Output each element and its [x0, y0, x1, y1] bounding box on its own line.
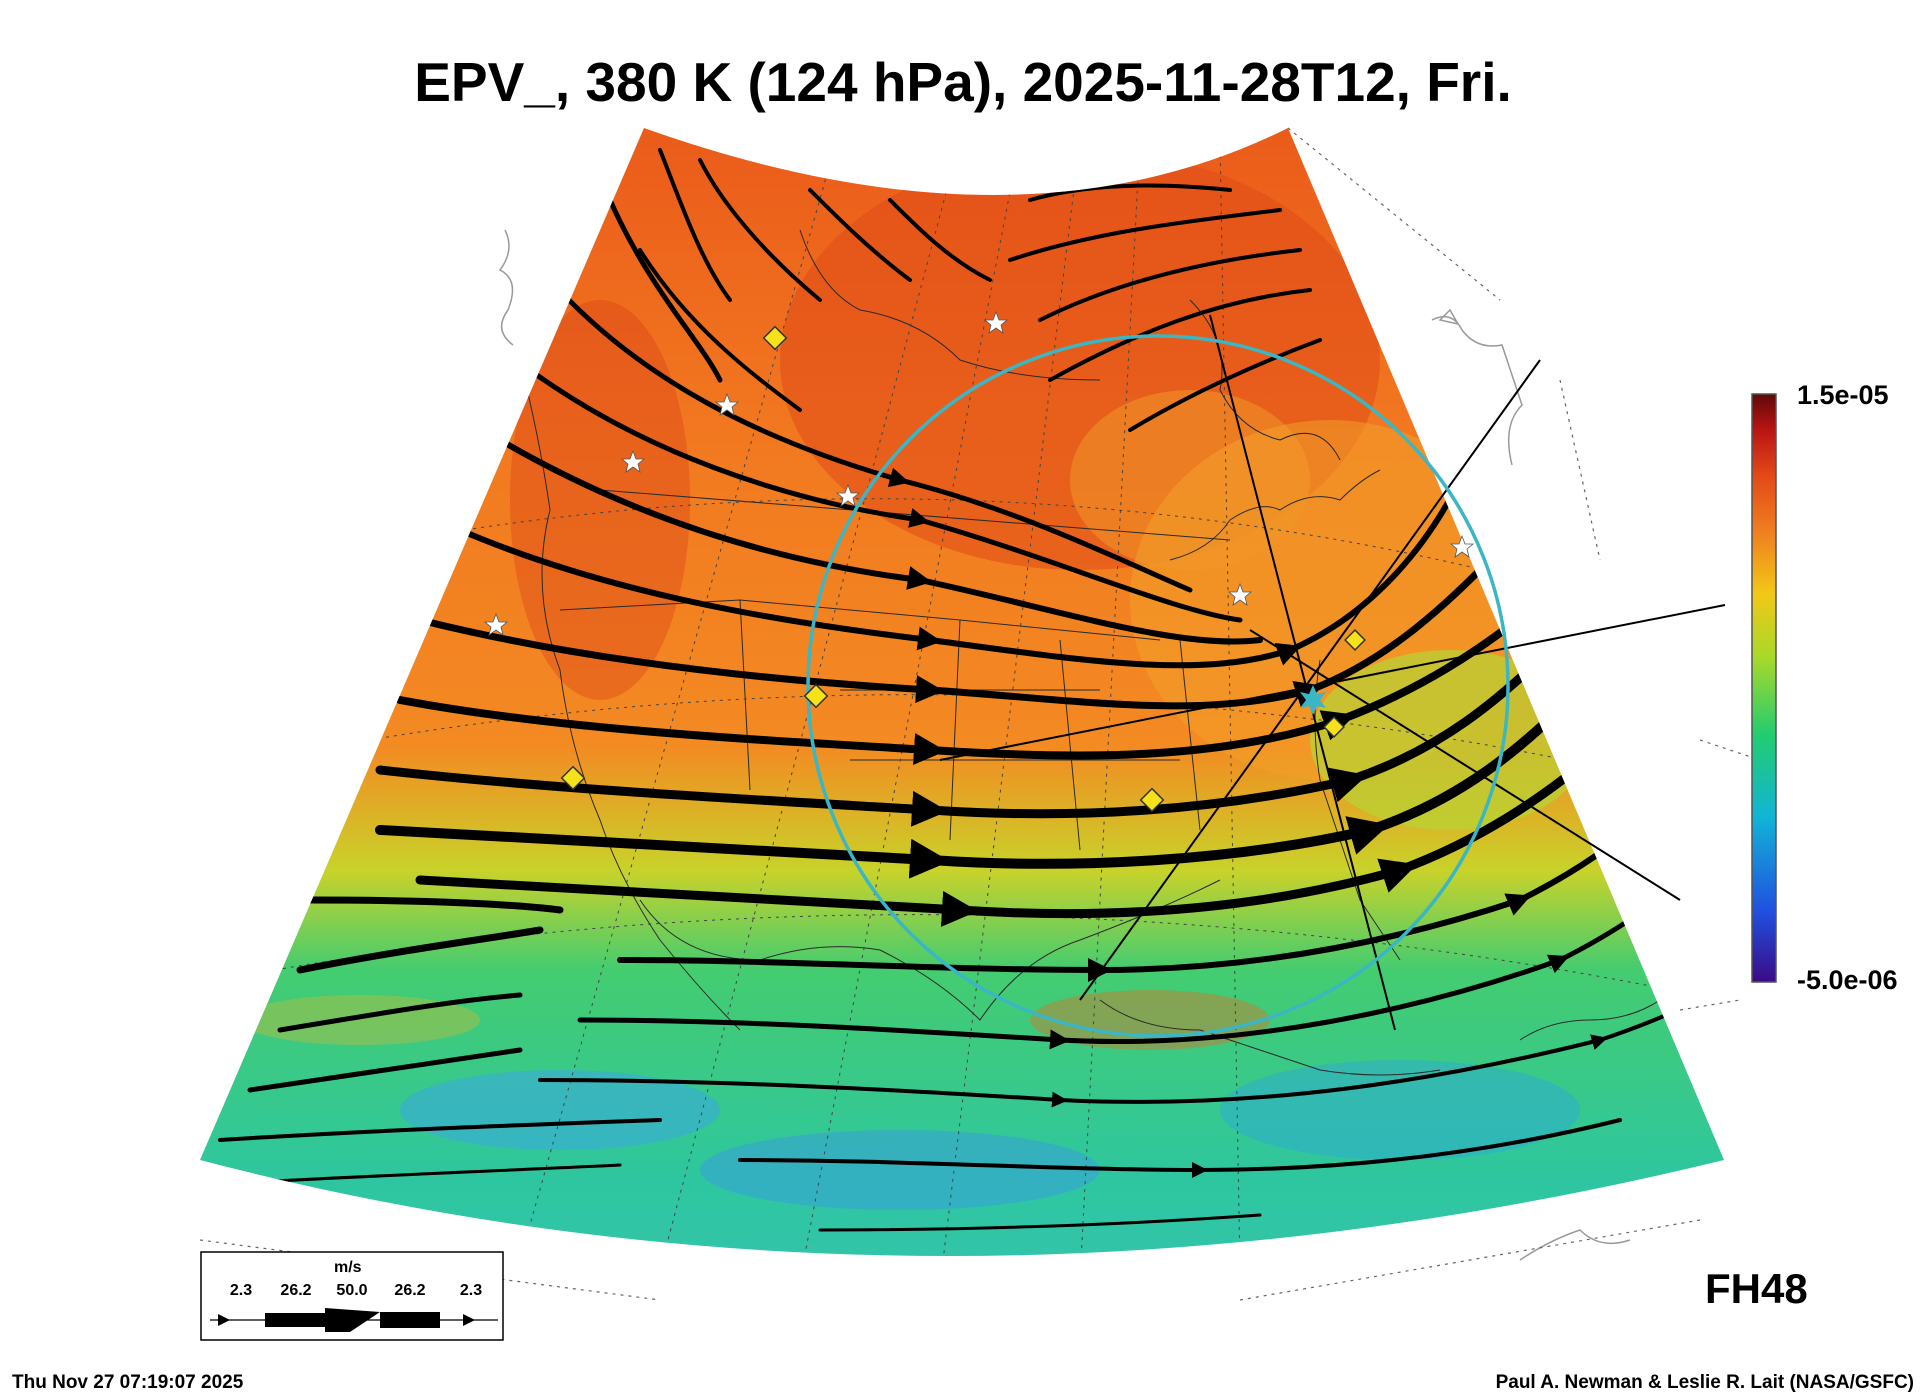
colorbar-max-label: 1.5e-05: [1797, 380, 1889, 410]
forecast-hour: FH48: [1705, 1265, 1808, 1312]
legend-value: 50.0: [336, 1282, 368, 1299]
legend-value: 2.3: [229, 1282, 253, 1299]
station-marker: [1344, 629, 1366, 651]
station-markers: [560, 325, 1366, 813]
star-marker: [714, 392, 740, 416]
credit: Paul A. Newman & Leslie R. Lait (NASA/GS…: [1495, 1372, 1914, 1393]
legend-value: 2.3: [459, 1282, 483, 1299]
analysis-overlay: [806, 314, 1726, 1038]
legend-value: 26.2: [394, 1282, 426, 1299]
station-marker: [762, 325, 788, 351]
graticule-outer: [199, 127, 1761, 1301]
station-marker: [1139, 787, 1165, 813]
star-marker: [983, 310, 1009, 334]
colorbar-min-label: -5.0e-06: [1797, 965, 1898, 995]
timestamp: Thu Nov 27 07:19:07 2025: [12, 1372, 244, 1393]
station-marker: [560, 765, 586, 791]
legend-value: 26.2: [280, 1282, 312, 1299]
star-marker: [1449, 534, 1475, 558]
star-markers: [483, 310, 1475, 636]
map-title: EPV_, 380 K (124 hPa), 2025-11-28T12, Fr…: [414, 51, 1512, 113]
outer-coastlines: [498, 229, 1631, 1261]
range-ring: [806, 334, 1510, 1038]
station-marker: [1323, 716, 1345, 738]
streamlines: [200, 148, 1722, 1232]
colorbar: [1751, 393, 1777, 983]
star-marker: [620, 449, 646, 473]
legend-unit: m/s: [334, 1259, 362, 1276]
star-marker: [835, 483, 861, 507]
wind-legend: [200, 1251, 504, 1341]
star-marker: [1227, 582, 1253, 606]
star-marker: [483, 612, 509, 636]
station-marker: [803, 683, 829, 709]
